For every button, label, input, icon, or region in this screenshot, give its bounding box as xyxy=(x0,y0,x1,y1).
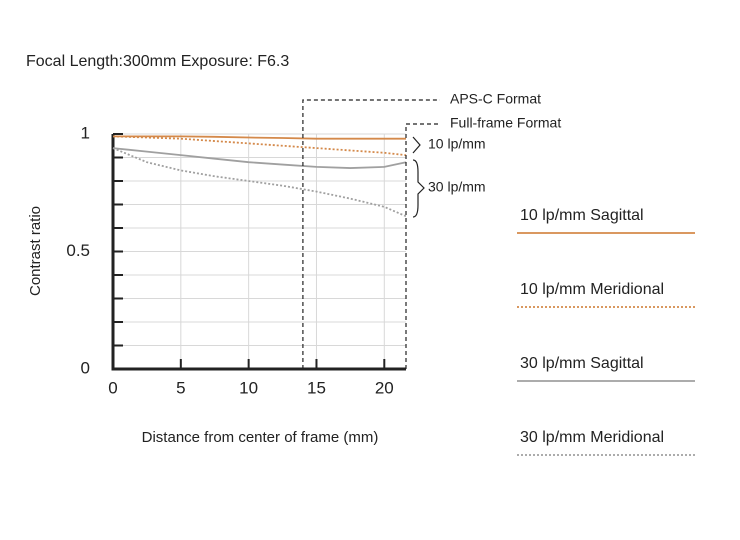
y-tick-label: 1 xyxy=(81,123,90,142)
axis xyxy=(111,134,406,371)
legend-label: 10 lp/mm Sagittal xyxy=(520,207,644,224)
legend-label: 30 lp/mm Meridional xyxy=(520,429,664,446)
x-tick-label: 20 xyxy=(375,378,394,397)
bracket xyxy=(412,159,425,218)
y-tick-label: 0.5 xyxy=(66,241,90,260)
series-line xyxy=(112,135,407,157)
bracket-label: 10 lp/mm xyxy=(428,136,486,152)
y-axis-label: Contrast ratio xyxy=(27,206,44,296)
x-axis-label: Distance from center of frame (mm) xyxy=(142,429,379,446)
legend-label: 10 lp/mm Meridional xyxy=(520,281,664,298)
chart-title: Focal Length:300mm Exposure: F6.3 xyxy=(26,53,289,70)
bracket xyxy=(412,136,421,154)
x-tick-label: 15 xyxy=(307,378,326,397)
x-tick-label: 10 xyxy=(239,378,258,397)
series-line xyxy=(112,147,407,169)
series-line xyxy=(113,135,406,140)
format-label: APS-C Format xyxy=(450,91,541,107)
bracket-label: 30 lp/mm xyxy=(428,179,486,195)
legend-label: 30 lp/mm Sagittal xyxy=(520,355,644,372)
format-marker xyxy=(405,123,440,369)
x-tick-label: 5 xyxy=(176,378,185,397)
series-line xyxy=(112,147,407,218)
format-label: Full-frame Format xyxy=(450,115,561,131)
x-tick-label: 0 xyxy=(108,378,117,397)
y-tick-label: 0 xyxy=(81,358,90,377)
format-marker xyxy=(302,99,440,369)
